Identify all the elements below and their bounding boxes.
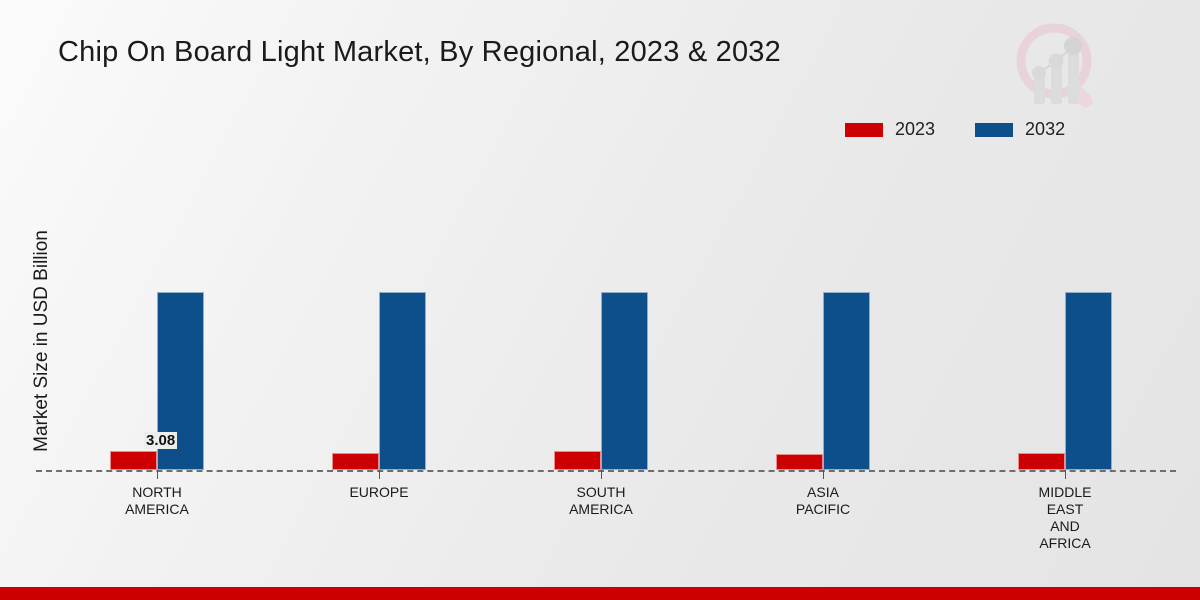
legend-swatch-2023 <box>845 122 883 137</box>
bar-2032[interactable] <box>1065 292 1112 470</box>
axis-tick <box>601 470 602 479</box>
bar-group <box>776 150 870 470</box>
category-label: ASIA PACIFIC <box>795 484 851 517</box>
category-label: NORTH AMERICA <box>125 484 189 517</box>
axis-tick <box>823 470 824 479</box>
category-label: SOUTH AMERICA <box>569 484 633 517</box>
axis-tick <box>379 470 380 479</box>
bar-2032[interactable] <box>823 292 870 470</box>
bar-2023[interactable] <box>554 451 601 470</box>
page-title: Chip On Board Light Market, By Regional,… <box>58 36 781 68</box>
bar-2023[interactable] <box>1018 453 1065 470</box>
category-label: EUROPE <box>349 484 409 500</box>
bar-2023[interactable] <box>776 454 823 470</box>
bar-2023[interactable] <box>110 451 157 470</box>
chart-legend: 2023 2032 <box>845 119 1065 140</box>
bar-value-label: 3.08 <box>144 432 178 449</box>
bar-group <box>332 150 426 470</box>
bar-group <box>1018 150 1112 470</box>
watermark-logo <box>1006 16 1112 114</box>
footer-accent-bar <box>0 587 1200 600</box>
legend-label-2023: 2023 <box>895 119 936 139</box>
bar-group <box>554 150 648 470</box>
legend-item-2032[interactable]: 2032 <box>975 119 1065 140</box>
legend-swatch-2032 <box>975 122 1014 137</box>
bar-group: 3.08 <box>110 150 204 470</box>
plot-area: 3.08 NORTH AMERICA EUROPE SOUTH AMERICA … <box>36 150 1176 551</box>
axis-tick <box>1065 470 1066 479</box>
category-label: MIDDLE EAST AND AFRICA <box>1038 484 1092 551</box>
bar-2032[interactable] <box>601 292 648 470</box>
bar-2032[interactable] <box>379 292 426 470</box>
axis-tick <box>157 470 158 479</box>
legend-item-2023[interactable]: 2023 <box>845 119 935 140</box>
axis-baseline <box>36 470 1176 472</box>
legend-label-2032: 2032 <box>1025 119 1066 139</box>
bar-2023[interactable] <box>332 453 379 470</box>
